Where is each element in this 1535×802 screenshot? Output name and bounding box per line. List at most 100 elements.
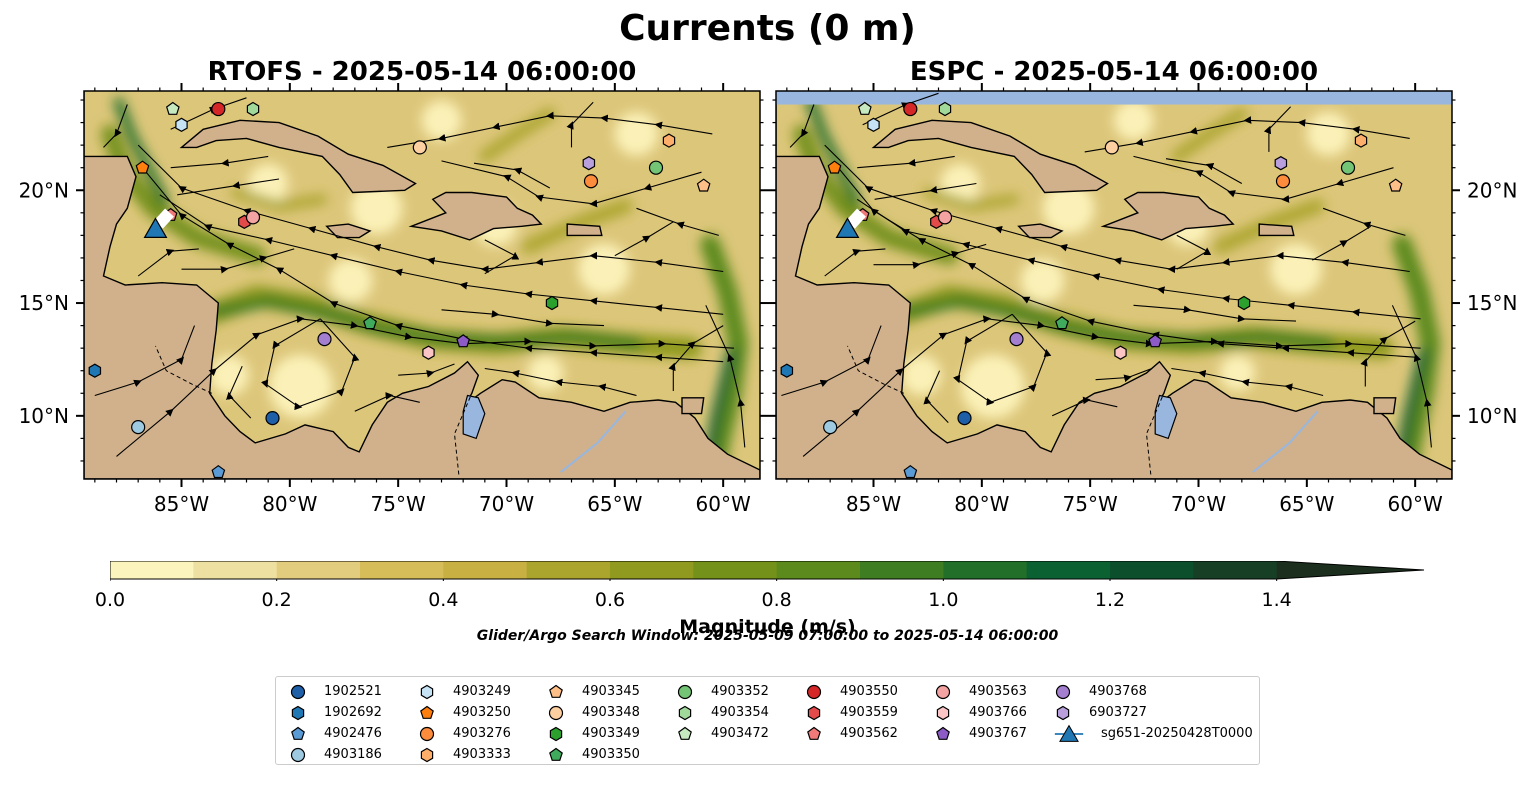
float-marker-4903354 [246, 101, 260, 117]
streamline [177, 178, 280, 196]
float-markers [88, 101, 711, 479]
streamline [473, 162, 551, 189]
lat-tick-label: 15°N [1467, 291, 1517, 315]
legend-triangle [1059, 724, 1079, 742]
legend-marker [678, 705, 692, 720]
legend-label: sg651-20250428T0000 [1101, 726, 1253, 741]
float-marker-4903186 [131, 420, 146, 435]
legend-marker [291, 726, 305, 740]
legend-item: 4903348 [544, 702, 640, 723]
axis: 85°W 80°W 75°W 70°W 65°W 60°W 20°N 15°N 10°N [19, 83, 768, 516]
legend-circle-icon [935, 684, 951, 699]
streamline [170, 155, 269, 169]
colorbar-segment [276, 561, 361, 579]
float-marker-4903472 [857, 101, 872, 115]
legend-hexagon-icon [807, 705, 821, 720]
lat-tick-label: 20°N [19, 178, 69, 202]
legend-column: 4903249 4903250 4903276 4903333 [415, 681, 511, 765]
legend-label: 4903333 [453, 747, 511, 762]
legend-marker [549, 747, 563, 761]
glider-marker [835, 217, 860, 238]
legend-marker [549, 726, 563, 741]
legend-circle-icon [677, 684, 693, 699]
colorbar-tick-label: 0.6 [594, 589, 626, 611]
weak-current-area [1270, 243, 1322, 296]
legend-column: 4903352 4903354 4903472 [673, 681, 769, 744]
colorbar-tick-label: 0.0 [94, 589, 126, 611]
legend-item: 4903354 [673, 702, 769, 723]
streamline [636, 207, 719, 236]
legend-item: 4903766 [931, 702, 1027, 723]
legend-column: 4903768 6903727 sg651-20250428T0000 [1051, 681, 1253, 744]
legend-label: 4903472 [711, 726, 769, 741]
streamline [923, 370, 949, 423]
legend-marker [420, 684, 434, 699]
float-marker-4903250 [135, 160, 150, 174]
legend-marker [1055, 684, 1071, 699]
colorbar-segment [526, 561, 611, 579]
legend-marker [936, 705, 950, 720]
legend-label: 4903348 [582, 705, 640, 720]
colorbar-tick-label: 0.8 [761, 589, 792, 611]
legend-label: 4903349 [582, 726, 640, 741]
colorbar-segment [360, 561, 444, 579]
streamline [103, 104, 128, 148]
legend-marker [678, 726, 692, 740]
colorbar-tick-label: 0.2 [261, 589, 292, 611]
colorbar-segment [943, 561, 1028, 579]
legend-pentagon-icon [807, 726, 821, 740]
legend-item: 4903345 [544, 681, 640, 702]
legend-circle-icon [290, 747, 306, 762]
legend-hexagon-icon [420, 684, 434, 699]
river [1252, 410, 1319, 473]
float-marker-4903767 [456, 334, 471, 348]
glider-track [154, 208, 174, 229]
weak-current-area [209, 355, 250, 396]
float-marker-4903563 [245, 210, 261, 225]
legend-hexagon-icon [291, 705, 305, 720]
legend-marker [549, 684, 563, 698]
colorbar-segment [693, 561, 778, 579]
streamline [781, 325, 882, 397]
float-marker-4902476 [211, 464, 226, 479]
legend-label: 4903354 [711, 705, 769, 720]
float-marker-1902521 [265, 410, 280, 426]
legend-marker [290, 684, 306, 699]
trinidad-land [1373, 397, 1397, 415]
legend-pentagon-icon [936, 726, 950, 740]
float-markers [780, 101, 1403, 479]
colorbar-segment [110, 561, 194, 579]
colorbar-tick-label: 1.2 [1094, 589, 1126, 611]
legend-pentagon-icon [549, 684, 563, 698]
legend-glider-icon [1054, 724, 1084, 742]
legend-circle-icon [419, 726, 435, 741]
streamline [441, 309, 605, 327]
colorbar-tick-label: 0.4 [428, 589, 459, 611]
streamline [1133, 304, 1297, 323]
lat-tick-label: 20°N [1467, 178, 1517, 202]
legend-column: 4903345 4903348 4903349 4903350 [544, 681, 640, 765]
legend-label: 4903767 [969, 726, 1027, 741]
legend-pentagon-icon [420, 705, 434, 719]
float-marker-4903352 [1340, 160, 1356, 175]
colorbar-outline [110, 561, 1425, 580]
float-marker-4903349 [1237, 295, 1251, 311]
legend-hexagon-icon [936, 705, 950, 720]
legend-pentagon-icon [678, 726, 692, 740]
legend-item: 4903250 [415, 702, 511, 723]
legend-hexagon-icon [678, 705, 692, 720]
legend-pentagon-icon [291, 726, 305, 740]
float-marker-4903348 [412, 140, 427, 155]
legend-label: 4903563 [969, 684, 1027, 699]
panel-title-espc: ESPC - 2025-05-14 06:00:00 [909, 57, 1319, 87]
streamline [1263, 106, 1291, 152]
legend-hexagon-icon [1056, 705, 1070, 720]
float-marker-6903727 [1274, 156, 1288, 171]
legend-item: 4903550 [802, 681, 898, 702]
streamline [226, 365, 252, 419]
streamline [387, 111, 713, 148]
float-marker-4903550 [903, 101, 918, 117]
float-marker-4903350 [1055, 316, 1069, 330]
weak-current-area [901, 355, 942, 396]
search-window-text: Glider/Argo Search Window: 2025-05-09 07… [476, 628, 1059, 644]
